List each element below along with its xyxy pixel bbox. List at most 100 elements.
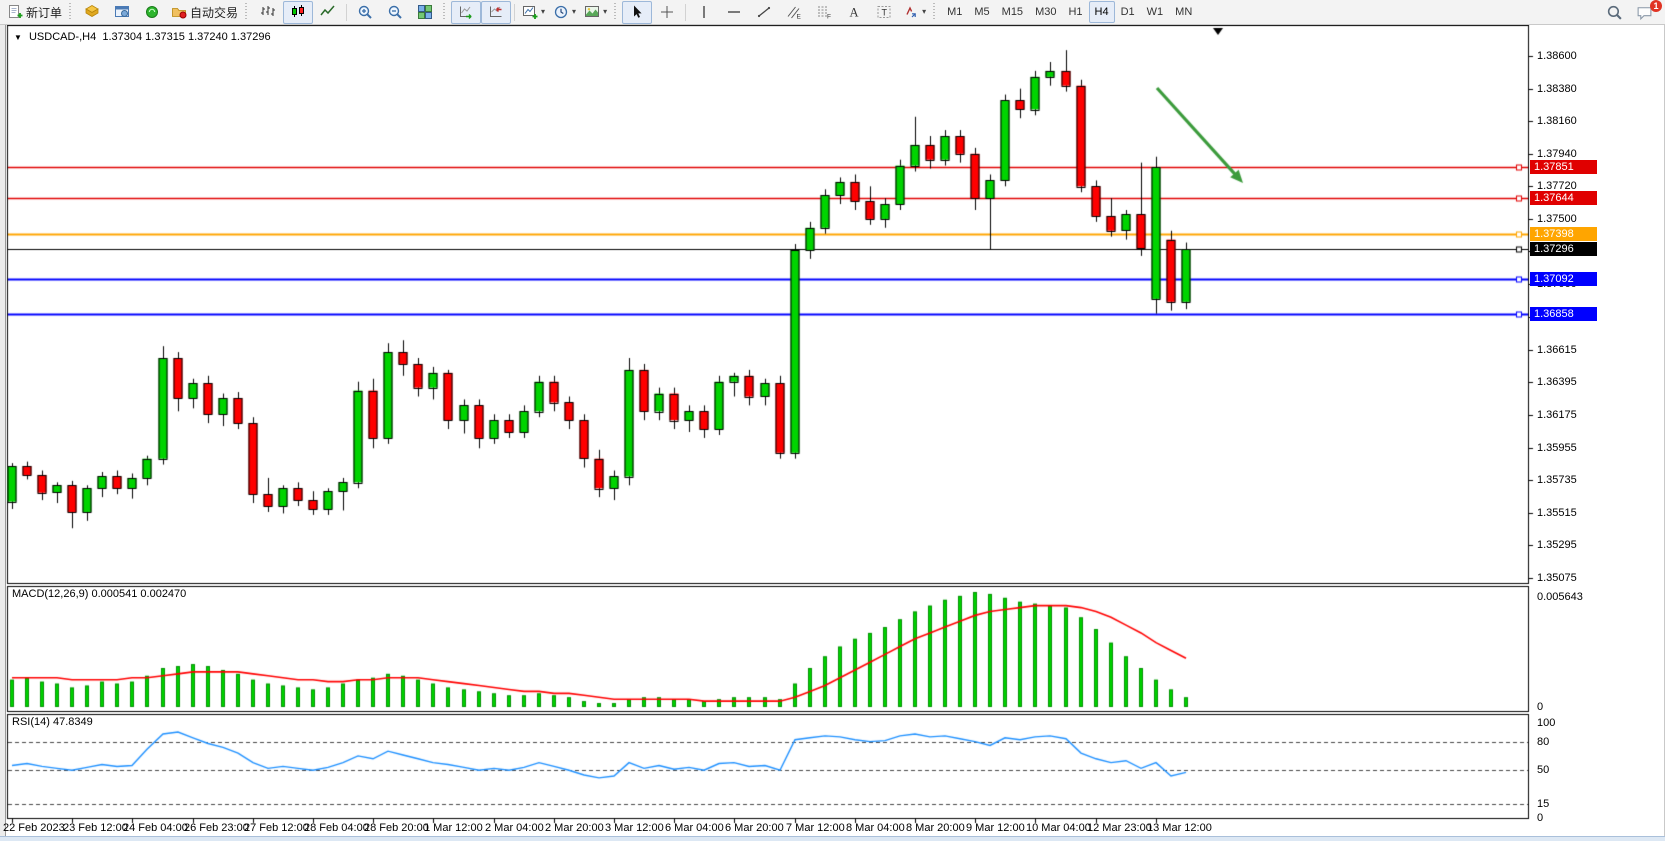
price-axis-tick: 1.36395 (1537, 376, 1577, 388)
tile-windows-button[interactable] (410, 1, 440, 24)
auto-scroll-button[interactable] (451, 0, 482, 24)
text-button[interactable]: A (839, 1, 869, 24)
timeframe-mn-button[interactable]: MN (1175, 6, 1193, 18)
fibonacci-button[interactable]: F (809, 1, 839, 24)
zoom-out-icon (388, 5, 402, 19)
time-axis-label: 28 Feb 20:00 (364, 822, 429, 834)
main-toolbar: 新订单 自动交易 ▾ ▾ ▾ E F A T ▾ M1 M5 M15 M30 H1 H4 D1 W1 MN 1 (0, 0, 1665, 25)
trendline-button[interactable] (749, 1, 779, 24)
new-chart-button-caret-icon[interactable]: ▾ (541, 7, 546, 16)
timeframe-m1-button[interactable]: M1 (947, 6, 963, 18)
arrows-button-caret-icon[interactable]: ▾ (922, 7, 927, 16)
price-axis-tick: 1.35515 (1537, 507, 1577, 519)
time-axis-label: 2 Mar 04:00 (485, 822, 544, 834)
data-window-button[interactable] (107, 1, 137, 24)
toolbar-grip (613, 3, 619, 21)
new-order-button[interactable]: 新订单 (3, 1, 66, 24)
candlestick-chart-button[interactable] (283, 0, 314, 24)
alerts-button[interactable] (137, 1, 167, 24)
level-price-badge: 1.37092 (1530, 272, 1597, 286)
tile-windows-icon (418, 5, 433, 19)
autotrading-button[interactable]: 自动交易 (167, 1, 242, 24)
level-price-badge: 1.37398 (1530, 227, 1597, 241)
level-price-badge: 1.36858 (1530, 307, 1597, 321)
cursor-button[interactable] (622, 0, 653, 24)
periods-button-caret-icon[interactable]: ▾ (572, 7, 577, 16)
templates-button[interactable]: ▾ (580, 1, 611, 24)
price-axis-tick: 1.37940 (1537, 148, 1577, 160)
rsi-axis-tick: 100 (1537, 717, 1556, 729)
toolbar-grip (932, 3, 938, 21)
search-button[interactable] (1599, 1, 1629, 24)
trendline-icon (757, 6, 771, 18)
macd-axis-max: 0.005643 (1537, 591, 1583, 603)
arrows-icon (906, 6, 916, 18)
time-axis-label: 1 Mar 12:00 (424, 822, 483, 834)
timeframe-w1-button[interactable]: W1 (1146, 6, 1164, 18)
chart-bars-icon (261, 6, 276, 16)
cursor-icon (634, 5, 642, 18)
time-axis-label: 27 Feb 12:00 (244, 822, 309, 834)
rsi-axis-tick: 0 (1537, 812, 1544, 824)
vertical-line-button[interactable] (689, 1, 719, 24)
text-label-button[interactable]: T (869, 1, 899, 24)
notification-badge: 1 (1650, 0, 1662, 12)
toolbar-right-group: 1 (1599, 0, 1662, 24)
time-axis-label: 26 Feb 23:00 (184, 822, 249, 834)
crosshair-icon (661, 6, 674, 18)
toolbar-separator (346, 3, 348, 21)
macd-indicator-label: MACD(12,26,9) 0.000541 0.002470 (12, 588, 187, 600)
templates-button-caret-icon[interactable]: ▾ (603, 7, 608, 16)
chart-shift-button[interactable] (481, 0, 512, 24)
time-axis-label: 3 Mar 12:00 (605, 822, 664, 834)
timeframe-m15-button[interactable]: M15 (1001, 6, 1024, 18)
price-axis-tick: 1.35955 (1537, 442, 1577, 454)
price-axis-tick: 1.36615 (1537, 344, 1577, 356)
toolbar-grip (68, 3, 74, 21)
fibo-icon: F (818, 6, 831, 20)
rsi-axis-tick: 15 (1537, 798, 1550, 810)
toolbar-grip (442, 3, 448, 21)
window-bottom-edge (0, 836, 1665, 841)
chart-window[interactable]: ▼ USDCAD-,H4 1.37304 1.37315 1.37240 1.3… (0, 25, 1665, 841)
svg-text:A: A (850, 6, 859, 20)
market-watch-button[interactable] (77, 1, 107, 24)
timeframe-h1-button[interactable]: H1 (1068, 6, 1083, 18)
vline-icon (703, 6, 705, 18)
autotrading-icon (172, 8, 187, 19)
autotrading-button-label: 自动交易 (190, 5, 239, 20)
alerts-icon (146, 6, 159, 18)
time-axis-label: 6 Mar 04:00 (665, 822, 724, 834)
market-watch-icon (85, 5, 99, 17)
bar-chart-button[interactable] (253, 1, 283, 24)
price-axis-tick: 1.38380 (1537, 83, 1577, 95)
chart-plot-area[interactable] (0, 25, 1665, 841)
price-axis-tick: 1.35295 (1537, 539, 1577, 551)
horizontal-line-button[interactable] (719, 1, 749, 24)
crosshair-button[interactable] (652, 1, 682, 24)
arrows-button[interactable]: ▾ (899, 1, 930, 24)
level-price-badge: 1.37851 (1530, 160, 1597, 174)
timeframe-h4-button[interactable]: H4 (1088, 1, 1115, 23)
toolbar-separator (685, 3, 687, 21)
new-chart-button[interactable]: ▾ (518, 1, 549, 24)
time-axis-label: 9 Mar 12:00 (966, 822, 1025, 834)
svg-text:E: E (797, 14, 802, 21)
auto-scroll-icon (460, 6, 472, 19)
timeframe-d1-button[interactable]: D1 (1120, 6, 1135, 18)
new-order-button-label: 新订单 (26, 5, 63, 20)
price-axis-tick: 1.37720 (1537, 180, 1577, 192)
chart-line-icon (320, 5, 335, 16)
chat-button[interactable]: 1 (1629, 0, 1662, 24)
time-axis-label: 7 Mar 12:00 (786, 822, 845, 834)
timeframe-m5-button[interactable]: M5 (974, 6, 990, 18)
new-chart-icon (523, 6, 538, 19)
periods-button[interactable]: ▾ (549, 1, 580, 24)
timeframe-m30-button[interactable]: M30 (1035, 6, 1057, 18)
zoom-in-button[interactable] (350, 1, 380, 24)
equidistant-channel-button[interactable]: E (779, 1, 809, 24)
text-label-icon: T (877, 6, 891, 18)
chart-candles-icon (292, 5, 305, 17)
zoom-out-button[interactable] (380, 1, 410, 24)
line-chart-button[interactable] (313, 1, 343, 24)
